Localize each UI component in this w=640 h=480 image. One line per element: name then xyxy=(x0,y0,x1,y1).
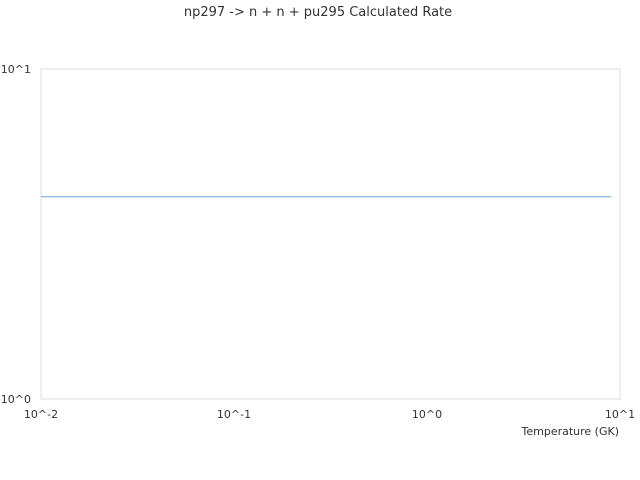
y-tick-label: 10^1 xyxy=(1,63,31,76)
y-tick-label: 10^0 xyxy=(1,393,31,406)
x-tick-label: 10^-2 xyxy=(24,408,58,421)
chart-title: np297 -> n + n + pu295 Calculated Rate xyxy=(184,5,452,20)
x-tick-label: 10^0 xyxy=(412,408,442,421)
plot-area xyxy=(40,68,621,400)
x-axis-label: Temperature (GK) xyxy=(521,425,620,438)
x-tick-label: 10^-1 xyxy=(217,408,251,421)
x-tick-label: 10^1 xyxy=(605,408,635,421)
